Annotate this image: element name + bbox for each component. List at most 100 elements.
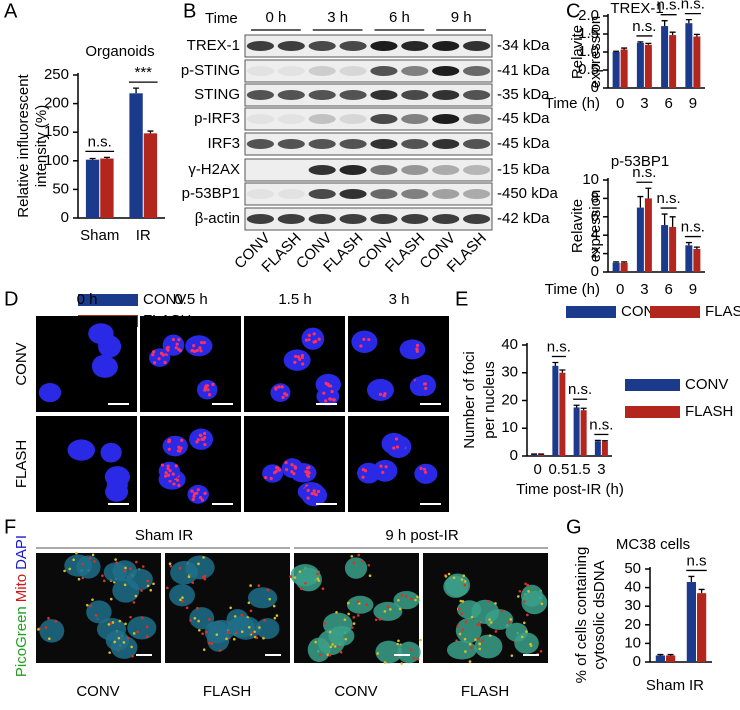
significance-label: n.s. — [589, 416, 613, 433]
mito — [526, 613, 529, 617]
mito — [249, 609, 253, 613]
error-bar — [559, 369, 566, 373]
focus — [313, 492, 317, 496]
focus — [306, 470, 310, 474]
focus — [280, 385, 284, 389]
nucleus — [162, 435, 188, 457]
mito — [146, 635, 149, 638]
x-axis-label: Time post-IR (h) — [516, 481, 624, 498]
band — [308, 214, 336, 224]
mito — [208, 641, 211, 645]
band — [462, 139, 491, 149]
focus — [198, 433, 202, 437]
band — [339, 165, 367, 175]
error-bar — [621, 47, 628, 50]
mito — [489, 621, 493, 624]
mito — [386, 605, 390, 609]
cell — [446, 640, 477, 660]
protein-label: γ-H2AX — [188, 161, 240, 178]
band — [401, 139, 429, 149]
mito — [272, 604, 276, 608]
panel-label: G — [566, 516, 582, 538]
focus — [314, 339, 318, 344]
panel-label: D — [4, 288, 18, 310]
mito — [81, 562, 84, 566]
mito — [317, 579, 321, 582]
bar — [559, 372, 566, 456]
focus — [274, 386, 278, 390]
mito — [326, 653, 330, 657]
mito — [88, 556, 92, 560]
y-tick-label: 0 — [591, 263, 599, 280]
focus — [392, 446, 396, 450]
mito — [202, 556, 205, 559]
mito — [383, 610, 387, 613]
focus — [330, 389, 334, 394]
y-tick-label: 2 — [591, 245, 599, 262]
band — [339, 66, 367, 76]
y-tick-label: 2.0 — [578, 7, 599, 24]
mito — [365, 603, 369, 607]
error-bar — [573, 404, 580, 408]
y-tick-label: 250 — [44, 66, 69, 83]
error-bar — [669, 216, 676, 227]
band — [462, 189, 491, 199]
focus — [422, 467, 427, 471]
error-bar — [661, 213, 668, 226]
blot-strip — [244, 59, 493, 83]
cell — [290, 563, 320, 587]
mito — [275, 614, 279, 617]
cell — [375, 640, 403, 664]
band — [462, 214, 491, 224]
focus — [324, 399, 328, 403]
x-tick-label: Sham — [80, 227, 119, 244]
focus — [166, 345, 170, 350]
y-axis-label: Relative influorescent — [15, 73, 32, 217]
mito — [141, 565, 145, 568]
mito — [140, 589, 143, 592]
y-tick-label: 4 — [591, 226, 599, 243]
mito — [477, 637, 480, 641]
mito — [539, 649, 543, 653]
mito — [255, 636, 259, 640]
focus — [193, 349, 197, 353]
x-tick-label: IR — [689, 677, 704, 694]
focus — [153, 361, 157, 365]
x-tick-label: 0 — [616, 281, 624, 298]
band — [462, 41, 491, 51]
error-bar — [688, 575, 695, 583]
mito — [233, 615, 237, 618]
error-bar — [531, 453, 538, 455]
mito — [478, 622, 481, 626]
focus — [424, 386, 428, 390]
size-label: -35 kDa — [497, 86, 550, 103]
y-tick-label: 40 — [624, 579, 641, 596]
mito — [459, 599, 463, 603]
focus — [415, 343, 420, 347]
error-bar — [637, 41, 644, 43]
chart-title: MC38 cells — [616, 536, 690, 553]
mito — [124, 566, 127, 570]
nucleus — [100, 442, 122, 463]
y-axis-label: per nucleus — [481, 361, 498, 439]
column-label: FLASH — [461, 683, 509, 700]
band — [370, 139, 398, 149]
error-bar — [661, 20, 668, 27]
bar — [644, 198, 652, 272]
x-tick-label: 3 — [640, 95, 648, 112]
significance-label: n.s. — [568, 381, 592, 398]
focus — [192, 494, 196, 499]
mito — [89, 604, 92, 608]
micrograph — [348, 416, 449, 512]
focus — [379, 464, 383, 468]
cell — [189, 607, 215, 630]
mito — [266, 588, 270, 592]
size-label: -45 kDa — [497, 110, 550, 127]
band — [246, 66, 275, 76]
focus — [175, 478, 180, 482]
bar — [697, 593, 707, 662]
band — [401, 90, 429, 100]
focus — [332, 398, 336, 402]
legend-swatch — [78, 294, 138, 306]
focus — [161, 353, 165, 357]
